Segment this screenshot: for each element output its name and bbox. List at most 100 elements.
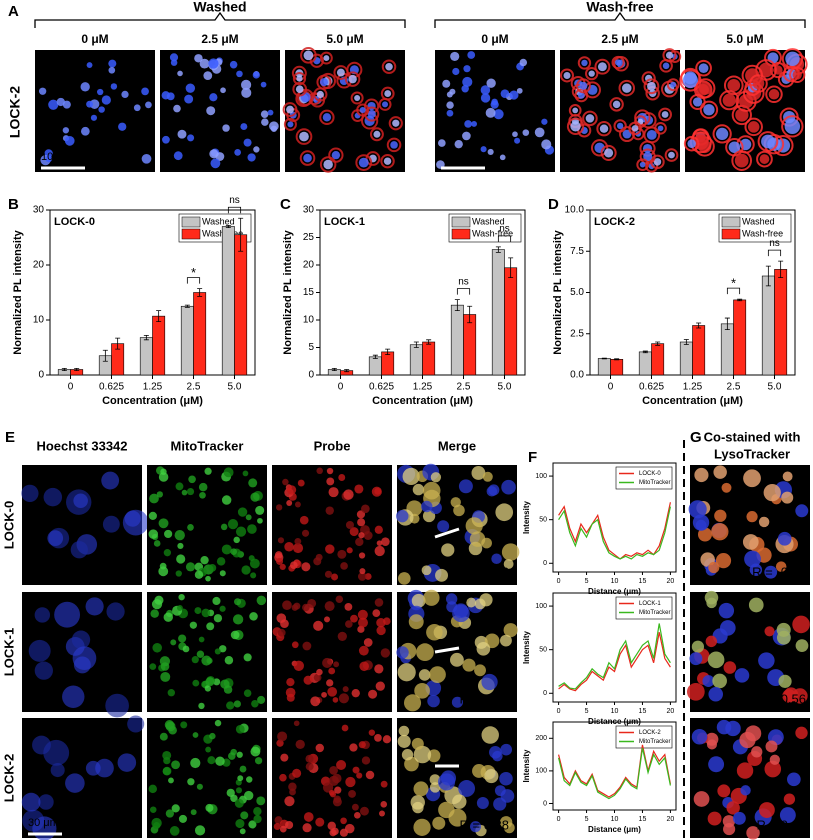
cell <box>329 766 338 775</box>
column-label: 0 μM <box>81 32 108 46</box>
cell-ring <box>659 59 673 73</box>
x-axis-label: Concentration (μM) <box>102 395 203 407</box>
cell <box>300 92 311 103</box>
cell <box>286 693 295 702</box>
cell <box>708 561 720 574</box>
cell <box>243 138 252 147</box>
cell-ring <box>316 74 332 90</box>
cell <box>169 53 179 62</box>
cell <box>344 823 355 834</box>
cell <box>430 472 442 483</box>
cell <box>194 825 206 836</box>
cell <box>173 104 181 113</box>
cell-ring <box>757 131 779 152</box>
cell <box>303 675 313 685</box>
cell <box>501 479 516 495</box>
cell <box>156 491 163 498</box>
x-tick-label: 10 <box>611 708 619 715</box>
cell <box>470 821 482 833</box>
cell <box>165 809 175 818</box>
cell <box>402 467 420 486</box>
cell <box>691 728 708 745</box>
cell <box>70 541 88 559</box>
cell <box>230 548 238 556</box>
cell <box>361 756 371 765</box>
cell-ring <box>658 107 672 122</box>
y-axis-label: Intensity <box>522 631 531 664</box>
bar <box>638 351 652 376</box>
cell <box>783 687 799 702</box>
cell <box>247 153 256 162</box>
cell <box>303 50 314 61</box>
cell <box>276 557 284 565</box>
cell <box>500 634 512 647</box>
cell <box>199 491 206 499</box>
cell <box>301 562 311 572</box>
cell <box>302 823 312 833</box>
x-tick-label: 2.5 <box>457 382 471 393</box>
y-axis-label: Normalized PL intensity <box>12 229 24 354</box>
cell <box>319 78 329 87</box>
cell <box>509 90 519 100</box>
y-tick-label: 0 <box>38 370 44 381</box>
cell <box>201 655 212 666</box>
profile-marker <box>434 646 460 654</box>
cell <box>219 645 227 653</box>
cell <box>178 634 187 643</box>
cell-ring <box>369 127 384 142</box>
cell <box>199 58 210 69</box>
cell <box>332 797 342 807</box>
cell <box>234 598 242 606</box>
cell <box>110 83 118 90</box>
cell <box>499 771 513 786</box>
cell <box>392 119 400 127</box>
cell <box>222 124 230 132</box>
cell <box>80 126 90 136</box>
cell <box>570 121 581 132</box>
cell <box>253 146 260 153</box>
cell <box>359 806 369 816</box>
cell <box>177 129 187 139</box>
cell <box>162 766 172 776</box>
cell <box>164 720 175 730</box>
cell <box>358 157 369 168</box>
cell <box>747 121 760 133</box>
bar <box>733 299 747 376</box>
significance-bracket <box>186 277 201 284</box>
cell-ring <box>582 110 598 127</box>
cell <box>418 669 431 681</box>
cell <box>563 71 571 79</box>
cell <box>177 604 183 611</box>
cell <box>411 593 426 608</box>
y-tick-label: 0 <box>543 800 547 807</box>
cell <box>279 825 287 833</box>
cell <box>118 122 127 131</box>
cell <box>86 62 93 69</box>
y-tick-label: 0 <box>543 560 547 567</box>
cell <box>234 798 244 808</box>
cell <box>488 484 500 496</box>
cell-ring <box>282 102 298 117</box>
bar <box>450 304 464 376</box>
cell <box>331 150 341 160</box>
error-bar <box>765 265 771 287</box>
y-tick-label: 5 <box>308 342 314 353</box>
significance-label: ns <box>499 223 510 234</box>
cell <box>414 682 430 699</box>
cell <box>307 598 317 608</box>
cell <box>220 523 228 531</box>
legend-label: Washed <box>202 216 235 226</box>
cell <box>90 114 98 121</box>
panel-label: A <box>8 3 19 20</box>
cell <box>522 129 530 136</box>
cell <box>446 101 454 109</box>
cell <box>64 136 75 146</box>
cell-ring <box>295 128 313 145</box>
y-tick-label: 0 <box>308 370 314 381</box>
cell <box>743 469 761 488</box>
cell <box>734 153 749 168</box>
x-axis-label: Concentration (μM) <box>372 395 473 407</box>
cell <box>321 691 327 698</box>
error-bar <box>74 368 80 371</box>
cell <box>337 631 347 641</box>
